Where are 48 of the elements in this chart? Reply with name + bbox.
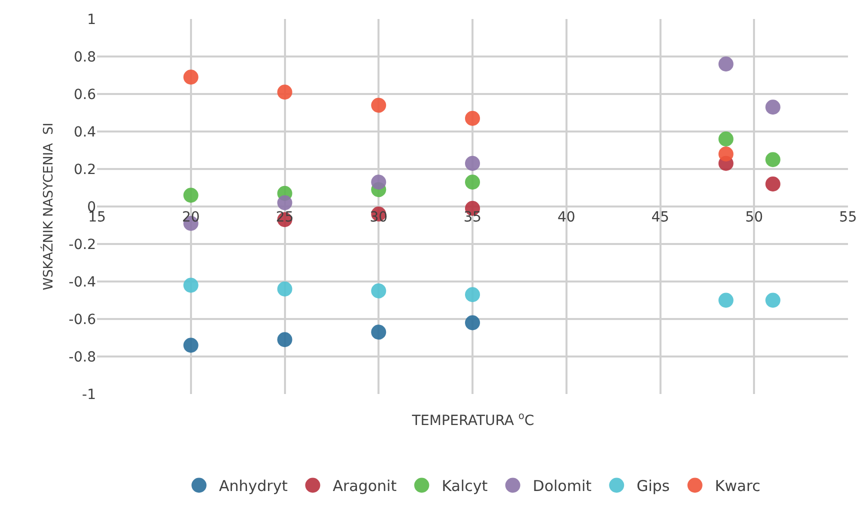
y-tick-label: 0.6 [74,86,96,103]
x-axis-title: TEMPERATURA $^{o}$C [411,411,534,429]
y-tick-label: -0.4 [68,274,96,290]
point [371,283,386,298]
x-tick-label: 50 [745,210,764,226]
y-tick-label: -0.8 [68,349,96,366]
point [183,188,198,203]
point [277,195,292,210]
y-tick-label: -1 [82,386,96,403]
point [183,338,198,353]
legend-label: Gips [636,477,670,496]
point [765,176,780,192]
point [371,324,386,340]
point [277,332,292,348]
point [718,146,734,162]
point [765,100,780,115]
point [718,56,734,72]
point [277,84,292,100]
point [718,292,734,308]
point [465,110,480,126]
legend-label: Anhydryt [219,477,288,496]
point [765,292,780,308]
legend-label: Kwarc [714,477,760,496]
legend-label: Aragonit [332,477,397,496]
point [465,287,480,302]
x-tick-label: 55 [839,210,857,226]
x-tick-label: 45 [651,210,670,226]
point [465,174,480,190]
x-tick-label: 35 [464,210,482,226]
legend-label: Kalcyt [442,477,488,496]
point [718,132,734,146]
x-tick-label: 40 [557,210,576,226]
y-tick-label: -0.6 [68,312,96,328]
y-tick-label: 0.2 [74,162,96,178]
point [183,278,198,293]
point [465,315,480,330]
point [371,174,386,190]
y-axis-title: WSKAŹNIK NASYCENIA SI [40,122,57,290]
point [183,70,198,85]
y-tick-label: 0.8 [74,49,96,66]
point [465,156,480,171]
point [765,152,780,168]
y-tick-label: -0.2 [68,236,96,253]
point [371,98,386,113]
y-tick-label: 1 [87,12,96,28]
legend-label: Dolomit [532,477,592,496]
point [277,282,292,296]
y-tick-label: 0.4 [74,124,96,140]
